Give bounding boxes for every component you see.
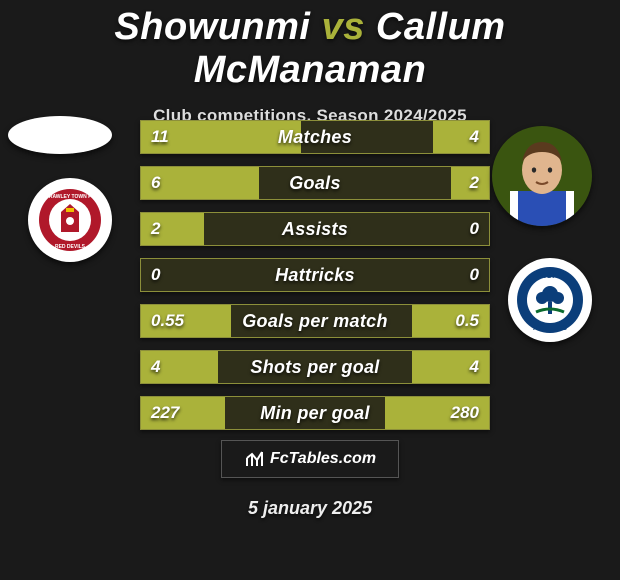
- comparison-title: Showunmi vs Callum McManaman: [0, 0, 620, 92]
- brand-box: FcTables.com: [221, 440, 399, 478]
- stat-row: 0.550.5Goals per match: [140, 304, 490, 338]
- player2-photo: [492, 126, 592, 226]
- stat-label: Goals per match: [141, 305, 489, 337]
- stat-label: Min per goal: [141, 397, 489, 429]
- svg-text:ATHLETIC: ATHLETIC: [533, 325, 567, 332]
- stat-row: 00Hattricks: [140, 258, 490, 292]
- stat-label: Assists: [141, 213, 489, 245]
- wigan-crest-icon: WIGAN ATHLETIC: [514, 264, 586, 336]
- stat-row: 227280Min per goal: [140, 396, 490, 430]
- player1-club-badge: CRAWLEY TOWN FC RED DEVILS: [28, 178, 112, 262]
- player1-name: Showunmi: [114, 6, 310, 48]
- svg-text:WIGAN: WIGAN: [536, 271, 564, 280]
- stat-row: 20Assists: [140, 212, 490, 246]
- svg-text:CRAWLEY TOWN FC: CRAWLEY TOWN FC: [45, 194, 95, 200]
- stat-label: Goals: [141, 167, 489, 199]
- vs-label: vs: [322, 6, 365, 48]
- stat-row: 114Matches: [140, 120, 490, 154]
- svg-text:RED DEVILS: RED DEVILS: [55, 244, 86, 250]
- stat-bars: 114Matches 62Goals 20Assists 00Hattricks 0.5…: [140, 120, 490, 442]
- stat-row: 62Goals: [140, 166, 490, 200]
- fctables-logo-icon: [244, 448, 266, 470]
- stat-label: Shots per goal: [141, 351, 489, 383]
- player2-club-badge: WIGAN ATHLETIC: [508, 258, 592, 342]
- date-label: 5 january 2025: [0, 498, 620, 519]
- player1-silhouette: [8, 116, 112, 154]
- crawley-crest-icon: CRAWLEY TOWN FC RED DEVILS: [35, 185, 105, 255]
- stat-label: Matches: [141, 121, 489, 153]
- stat-label: Hattricks: [141, 259, 489, 291]
- brand-text: FcTables.com: [270, 450, 376, 468]
- stat-row: 44Shots per goal: [140, 350, 490, 384]
